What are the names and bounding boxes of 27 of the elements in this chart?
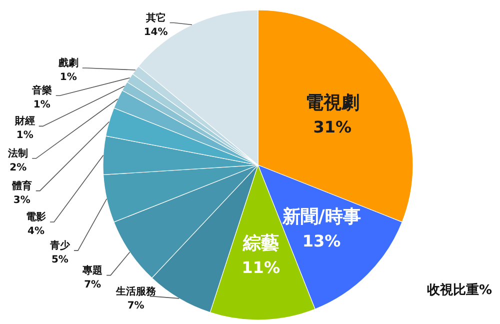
slice-label: 其它	[144, 12, 166, 24]
data-label: 3%	[13, 194, 30, 206]
data-label: 4%	[28, 226, 45, 237]
slice-label: 財經	[14, 115, 35, 128]
data-label: 1%	[33, 100, 50, 111]
data-label: 1%	[60, 72, 77, 83]
slice-label: 體育	[10, 180, 32, 192]
slice-label: 青少	[48, 240, 71, 252]
slice-label: 生活服務	[114, 285, 157, 298]
slice-label: 法制	[7, 147, 28, 160]
data-label: 5%	[51, 254, 68, 266]
data-label: 11%	[242, 258, 280, 277]
slice-label: 戲劇	[57, 57, 78, 69]
data-label: 31%	[313, 117, 352, 136]
data-label: 7%	[84, 279, 102, 290]
text: 收視比重%	[426, 282, 492, 298]
data-label: 2%	[10, 162, 27, 174]
slice-label: 專題	[82, 264, 103, 276]
slice-label: 電視劇	[305, 92, 360, 114]
slice-label: 綜藝	[242, 232, 279, 254]
data-label: 7%	[127, 300, 144, 312]
slice-label: 新聞/時事	[281, 206, 361, 228]
data-label: 14%	[144, 26, 168, 38]
data-label: 1%	[16, 130, 34, 142]
data-label: 13%	[302, 232, 341, 251]
slice-label: 電影	[26, 210, 46, 223]
slice-label: 音樂	[30, 84, 52, 97]
